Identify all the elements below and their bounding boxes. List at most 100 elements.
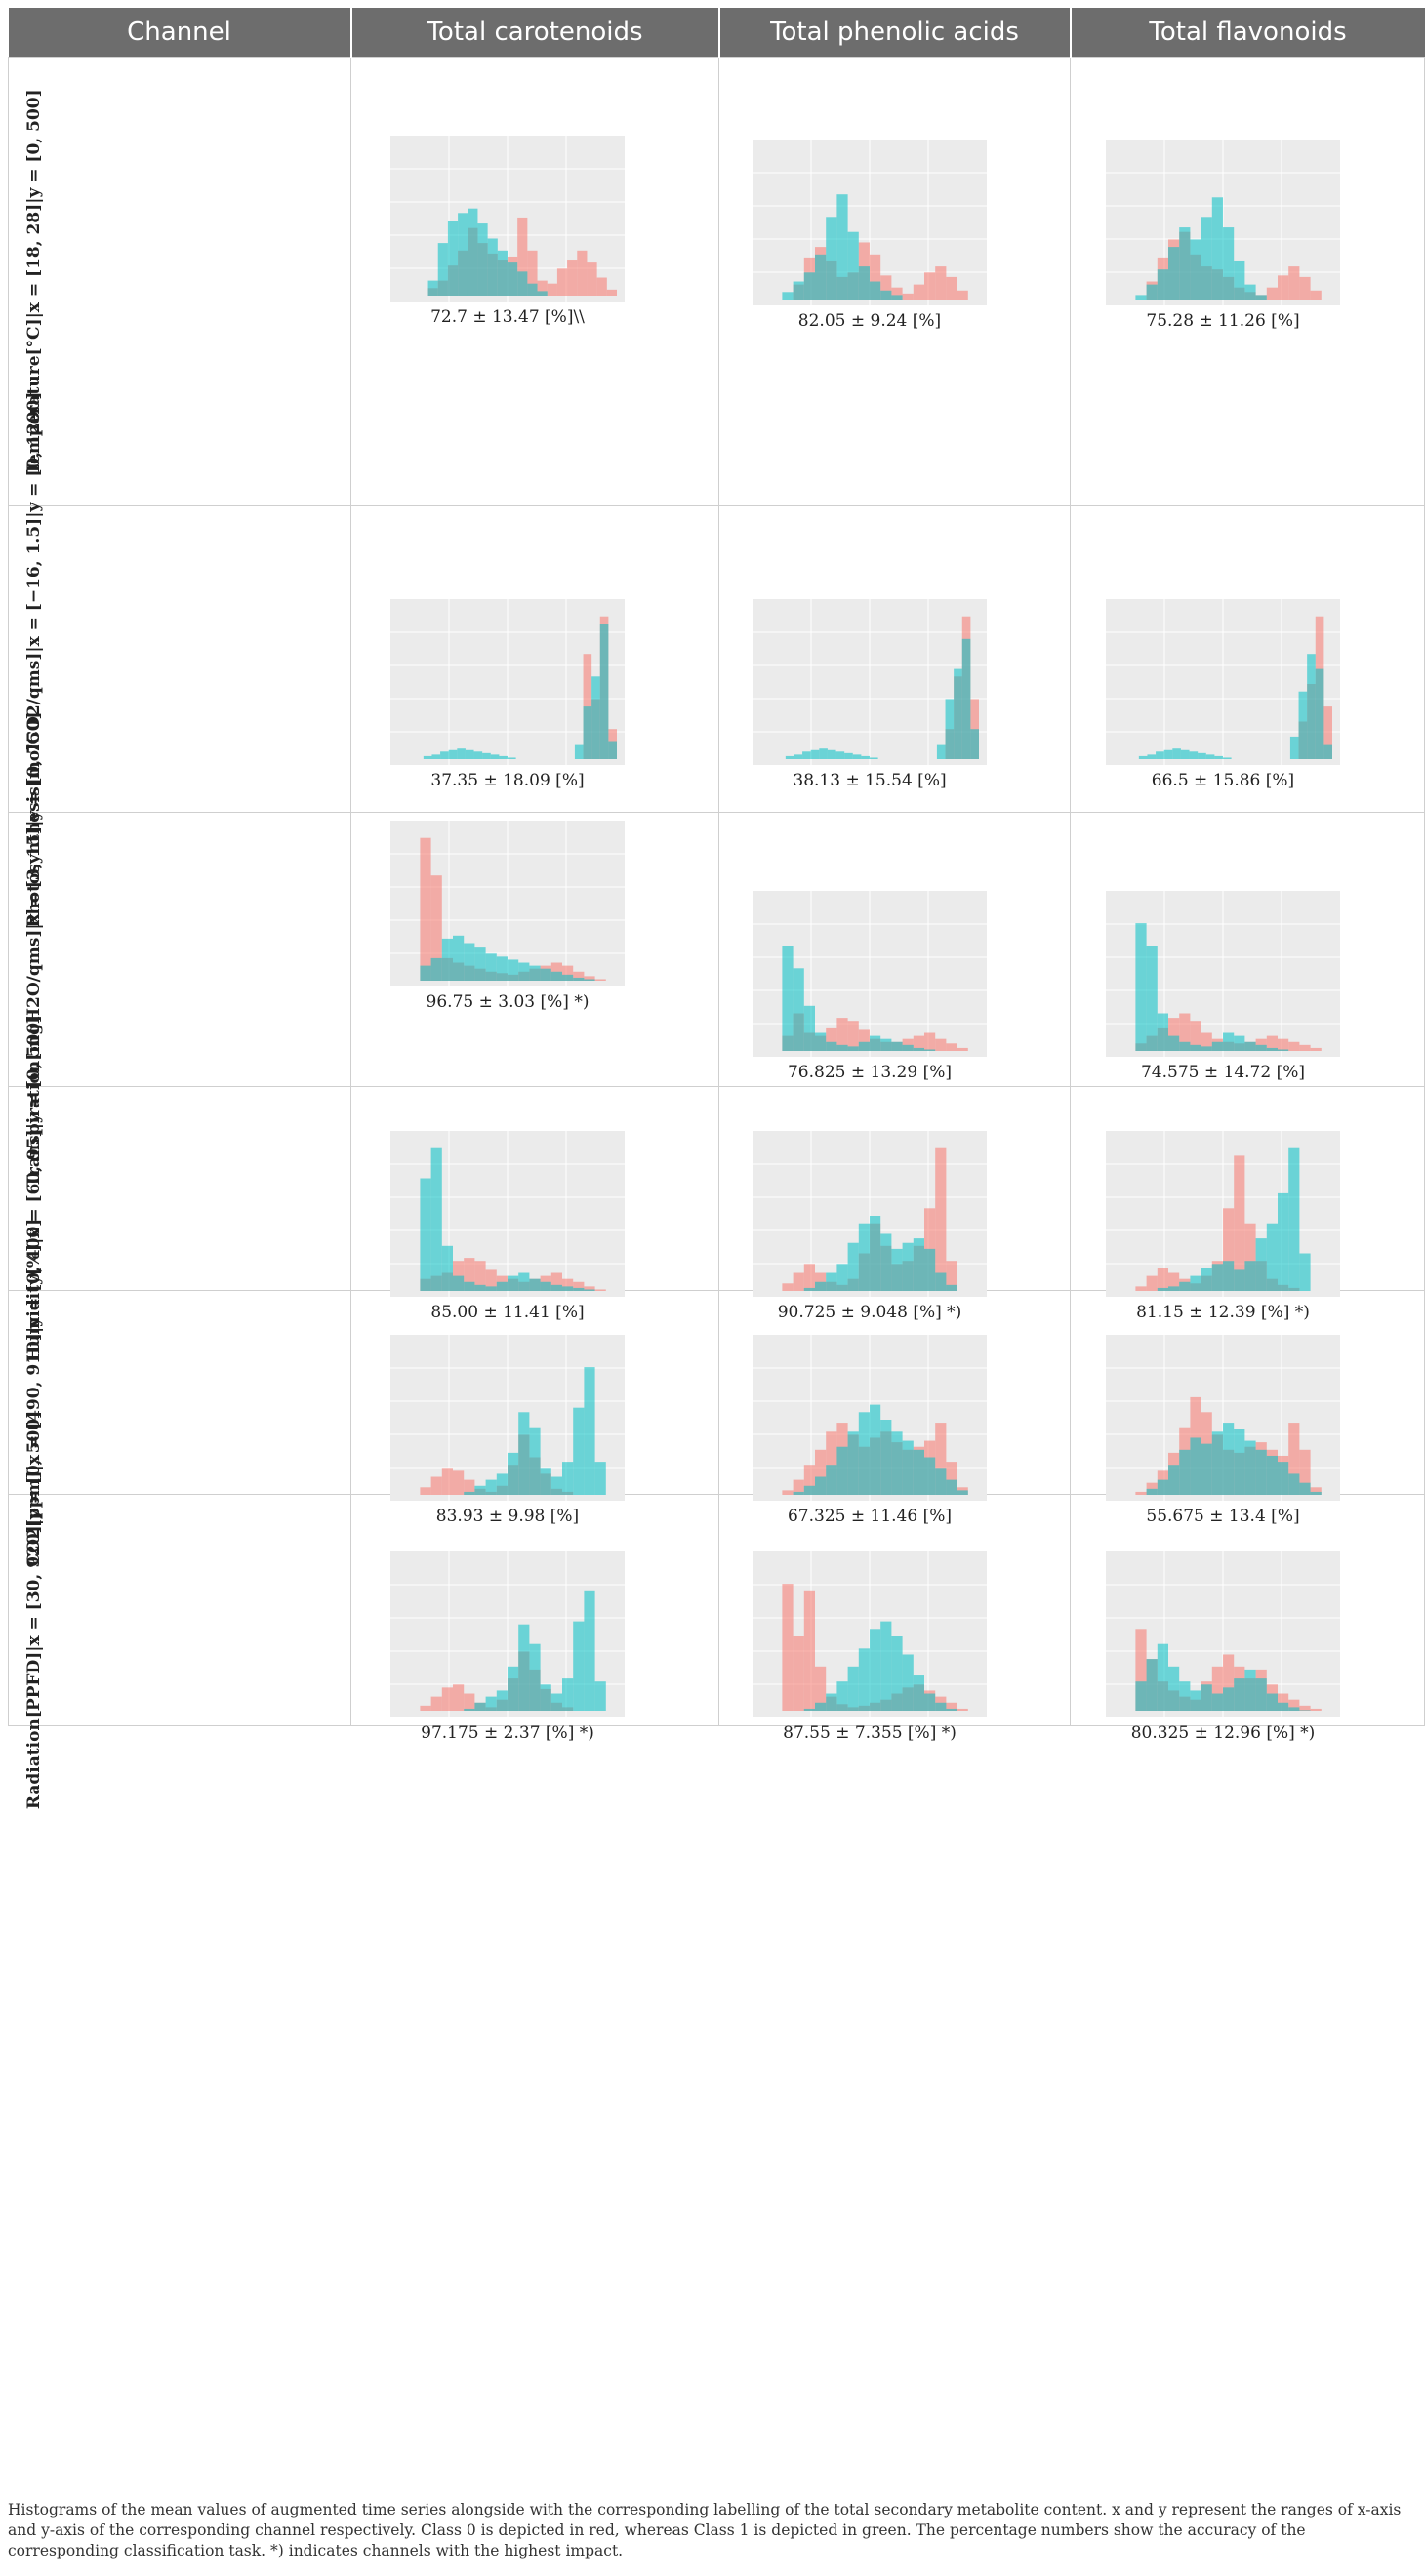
accuracy-label: 75.28 ± 11.26 [%]: [1146, 311, 1300, 331]
class1-bar: [1255, 1678, 1267, 1711]
histogram-cell: 83.93 ± 9.98 [%]: [350, 1290, 719, 1526]
class1-bar: [826, 1272, 837, 1291]
histogram-plot: [753, 599, 987, 765]
class0-bar: [793, 1636, 804, 1711]
class0-bar: [902, 293, 914, 300]
histogram-plot: [1106, 1335, 1340, 1501]
histogram-plot: [390, 1551, 625, 1717]
histogram-plot: [753, 1335, 987, 1501]
class1-bar: [1211, 1041, 1223, 1051]
class1-bar: [1168, 1286, 1180, 1291]
class1-bar: [891, 295, 903, 300]
class1-bar: [924, 1248, 936, 1291]
class0-bar: [556, 268, 568, 296]
class0-bar: [1288, 1041, 1300, 1051]
class1-bar: [490, 754, 500, 759]
class0-bar: [583, 654, 592, 759]
class0-bar: [1157, 1268, 1168, 1291]
histogram-plot: [1106, 1131, 1340, 1297]
class1-bar: [540, 1281, 551, 1291]
header-total-flavonoids: Total flavonoids: [1070, 8, 1425, 58]
class1-bar: [487, 238, 498, 296]
class1-bar: [573, 1621, 585, 1711]
class0-bar: [1299, 1705, 1311, 1711]
class1-bar: [861, 755, 870, 759]
class0-bar: [441, 1687, 453, 1711]
class1-bar: [946, 1479, 957, 1495]
class1-bar: [1168, 1035, 1180, 1051]
class0-bar: [782, 1584, 794, 1711]
class0-bar: [946, 1043, 957, 1051]
class1-bar: [477, 223, 488, 296]
class0-bar: [1288, 1423, 1300, 1495]
class1-bar: [1156, 751, 1164, 759]
class1-bar: [913, 1449, 924, 1495]
class1-bar: [508, 262, 518, 296]
class0-bar: [836, 1018, 848, 1051]
class0-bar: [1310, 1487, 1322, 1495]
histogram-cell: 82.05 ± 9.24 [%]: [718, 57, 1071, 506]
class1-bar: [794, 754, 803, 759]
class1-bar: [430, 957, 442, 981]
class0-bar: [946, 276, 957, 300]
class1-bar: [935, 1272, 947, 1291]
channel-cell: Transpiration[mgH2O/qms]|x = [3, 15]|y =…: [8, 711, 351, 1187]
class1-bar: [803, 1287, 815, 1291]
class0-bar: [1299, 1449, 1311, 1495]
class1-bar: [1223, 757, 1232, 759]
class1-bar: [936, 744, 946, 759]
class1-bar: [540, 968, 551, 981]
class1-bar: [1244, 1261, 1256, 1291]
class1-bar: [1172, 748, 1181, 759]
channel-cell: Temperature[°C]|x = [18, 28]|y = [0, 500…: [8, 57, 351, 506]
class1-bar: [465, 749, 474, 759]
class0-bar: [803, 1264, 815, 1291]
class1-bar: [847, 1242, 859, 1291]
class1-bar: [529, 965, 541, 981]
class1-bar: [527, 283, 538, 296]
class0-bar: [1323, 706, 1332, 759]
class1-bar: [473, 751, 483, 759]
class1-bar: [1179, 1041, 1191, 1051]
class0-bar: [1278, 1038, 1289, 1051]
class1-bar: [1157, 1287, 1168, 1291]
class1-bar: [584, 1590, 595, 1711]
class1-bar: [1135, 295, 1147, 300]
class0-bar: [537, 280, 548, 296]
class1-bar: [1179, 1449, 1191, 1495]
class0-bar: [815, 1449, 827, 1495]
class1-bar: [902, 1440, 914, 1495]
class0-bar: [1234, 1155, 1245, 1291]
class1-bar: [802, 751, 811, 759]
class0-bar: [594, 979, 606, 981]
class1-bar: [1323, 744, 1332, 759]
accuracy-label: 37.35 ± 18.09 [%]: [430, 771, 585, 790]
class1-bar: [1157, 1013, 1168, 1051]
class1-bar: [870, 281, 881, 300]
class1-bar: [1299, 1482, 1311, 1495]
class1-bar: [1163, 749, 1173, 759]
histogram-cell: 80.325 ± 12.96 [%] *): [1070, 1494, 1425, 1743]
histogram-plot: [390, 1335, 625, 1501]
class0-bar: [1244, 1223, 1256, 1291]
class1-bar: [870, 1629, 881, 1711]
class0-bar: [1310, 290, 1322, 300]
class1-bar: [430, 1147, 442, 1291]
class1-bar: [935, 1468, 947, 1495]
class1-bar: [815, 254, 827, 300]
class1-bar: [815, 1702, 827, 1711]
class1-bar: [584, 979, 595, 981]
class1-bar: [954, 668, 962, 759]
class1-bar: [508, 1666, 519, 1711]
class1-bar: [518, 962, 530, 981]
accuracy-label: 87.55 ± 7.355 [%] *): [783, 1723, 957, 1743]
class0-bar: [935, 266, 947, 300]
histogram-plot: [753, 1551, 987, 1717]
class1-bar: [826, 1465, 837, 1495]
class0-bar: [1168, 1018, 1180, 1051]
class1-bar: [458, 213, 468, 296]
class1-bar: [836, 1681, 848, 1711]
class0-bar: [430, 1476, 442, 1495]
class1-bar: [1180, 749, 1190, 759]
class0-bar: [1135, 1491, 1147, 1495]
